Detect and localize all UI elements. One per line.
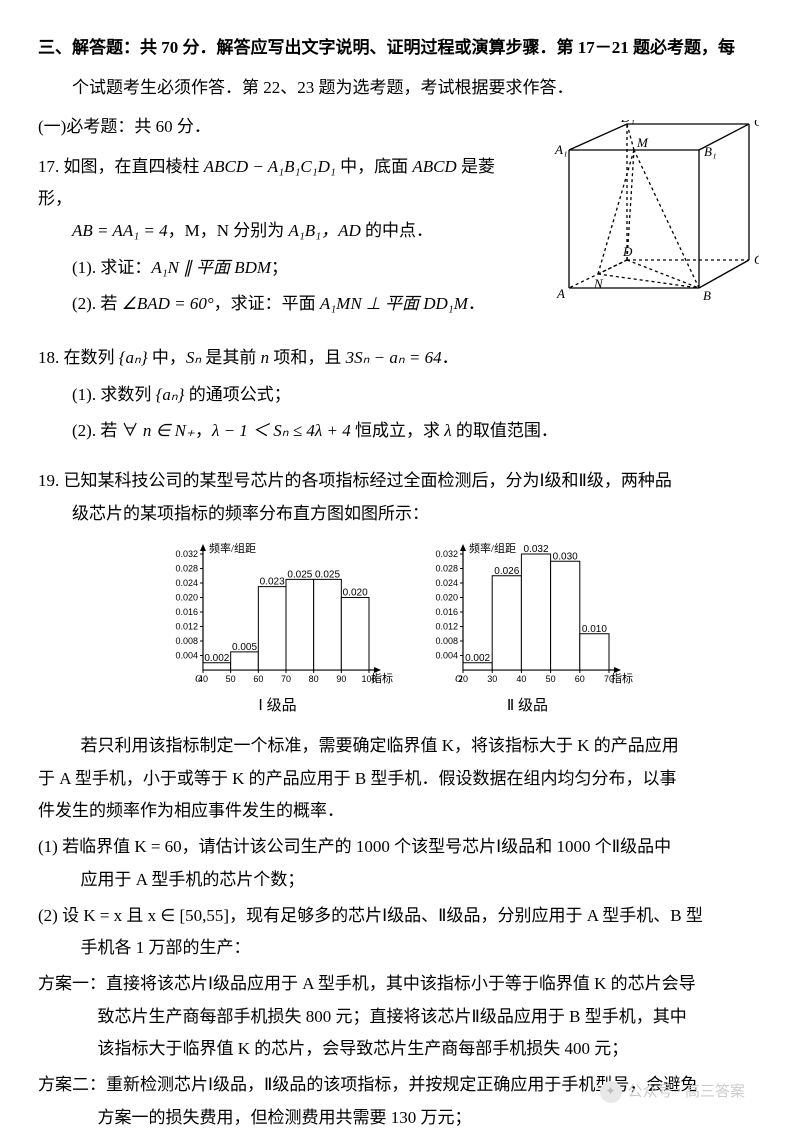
svg-text:0.010: 0.010 [581, 624, 606, 635]
chart1-title: Ⅰ 级品 [258, 692, 296, 721]
svg-text:0.002: 0.002 [204, 653, 229, 664]
svg-text:70: 70 [280, 674, 290, 684]
svg-text:0.004: 0.004 [435, 650, 458, 660]
question-17: 17. 如图，在直四棱柱 ABCD − A₁B₁C₁D₁ 中，底面 ABCD 是… [38, 151, 757, 320]
svg-text:30: 30 [487, 674, 497, 684]
q19-body3: 件发生的频率作为相应事件发生的概率． [38, 795, 757, 827]
svg-text:0.028: 0.028 [435, 563, 458, 573]
svg-text:D₁: D₁ [620, 120, 635, 125]
svg-text:指标: 指标 [611, 671, 633, 685]
q18-part1: (1). 求数列 {aₙ} 的通项公式； [38, 379, 757, 411]
svg-text:频率/组距: 频率/组距 [469, 541, 516, 555]
svg-text:60: 60 [253, 674, 263, 684]
wechat-icon: ✦ [600, 1081, 622, 1103]
svg-text:O: O [195, 674, 202, 685]
svg-text:0.025: 0.025 [287, 569, 312, 580]
q19-part2: (2) 设 K = x 且 x ∈ [50,55]，现有足够多的芯片Ⅰ级品、Ⅱ级… [38, 900, 757, 965]
q18-stem: 18. 在数列 {aₙ} 中，Sₙ 是其前 n 项和，且 3Sₙ − aₙ = … [38, 342, 757, 374]
svg-text:0.023: 0.023 [259, 576, 284, 587]
svg-text:0.032: 0.032 [175, 549, 198, 559]
svg-text:0.002: 0.002 [465, 653, 490, 664]
q19-stem1: 19. 已知某科技公司的某型号芯片的各项指标经过全面检测后，分为Ⅰ级和Ⅱ级，两种… [38, 465, 757, 497]
q17-line2: AB = AA₁ = 4，M，N 分别为 A₁B₁，AD 的中点． [38, 215, 527, 247]
svg-text:频率/组距: 频率/组距 [209, 541, 256, 555]
svg-text:0.016: 0.016 [435, 607, 458, 617]
header-line2: 个试题考生必须作答．第 22、23 题为选考题，考试根据要求作答． [38, 72, 757, 104]
svg-text:0.028: 0.028 [175, 563, 198, 573]
q19-stem2: 级芯片的某项指标的频率分布直方图如图所示： [38, 498, 757, 530]
svg-text:0.020: 0.020 [435, 592, 458, 602]
q17-stem: 17. 如图，在直四棱柱 ABCD − A₁B₁C₁D₁ 中，底面 ABCD 是… [38, 151, 527, 216]
svg-text:40: 40 [516, 674, 526, 684]
svg-text:0.008: 0.008 [175, 636, 198, 646]
svg-text:0.032: 0.032 [435, 549, 458, 559]
svg-text:0.032: 0.032 [523, 544, 548, 555]
q19-part1: (1) 若临界值 K = 60，请估计该公司生产的 1000 个该型号芯片Ⅰ级品… [38, 831, 757, 896]
svg-text:0.005: 0.005 [231, 642, 256, 653]
question-18: 18. 在数列 {aₙ} 中，Sₙ 是其前 n 项和，且 3Sₙ − aₙ = … [38, 342, 757, 447]
q17-part2: (2). 若 ∠BAD = 60°，求证：平面 A₁MN ⊥ 平面 DD₁M． [38, 288, 527, 320]
svg-text:60: 60 [574, 674, 584, 684]
svg-text:0.004: 0.004 [175, 650, 198, 660]
svg-text:指标: 指标 [371, 671, 393, 685]
chart2-title: Ⅱ 级品 [507, 692, 548, 721]
svg-text:0.016: 0.016 [175, 607, 198, 617]
section-3-header: 三、解答题：共 70 分．解答应写出文字说明、证明过程或演算步骤．第 17－21… [38, 32, 757, 64]
chart2-wrap: 0.004 0.008 0.012 0.016 0.020 0.024 0.028 0.032… [423, 540, 633, 721]
svg-text:0.020: 0.020 [175, 592, 198, 602]
chart1-wrap: 0.004 0.008 0.012 0.016 0.020 0.024 0.028 0.032… [163, 540, 393, 721]
svg-text:M: M [636, 135, 649, 150]
svg-text:90: 90 [336, 674, 346, 684]
q18-part2: (2). 若 ∀ n ∈ N₊，λ − 1 ＜ Sₙ ≤ 4λ + 4 恒成立，… [38, 415, 757, 447]
question-19: 19. 已知某科技公司的某型号芯片的各项指标经过全面检测后，分为Ⅰ级和Ⅱ级，两种… [38, 465, 757, 1134]
svg-text:80: 80 [308, 674, 318, 684]
svg-text:0.030: 0.030 [552, 551, 577, 562]
chart2-histogram: 0.004 0.008 0.012 0.016 0.020 0.024 0.028 0.032… [423, 540, 633, 690]
svg-text:0.024: 0.024 [175, 578, 198, 588]
svg-text:0.012: 0.012 [435, 621, 458, 631]
svg-text:0.025: 0.025 [314, 569, 339, 580]
svg-text:0.020: 0.020 [342, 587, 367, 598]
svg-text:O: O [455, 674, 462, 685]
svg-text:0.008: 0.008 [435, 636, 458, 646]
watermark-text: 公众号 · 高三答案 [628, 1078, 746, 1107]
header-line1: 三、解答题：共 70 分．解答应写出文字说明、证明过程或演算步骤．第 17－21… [38, 38, 735, 57]
svg-text:C₁: C₁ [754, 120, 759, 129]
svg-text:50: 50 [225, 674, 235, 684]
q19-body1: 若只利用该指标制定一个标准，需要确定临界值 K，将该指标大于 K 的产品应用 [38, 730, 757, 762]
watermark: ✦ 公众号 · 高三答案 [600, 1078, 746, 1107]
svg-text:0.024: 0.024 [435, 578, 458, 588]
q17-part1: (1). 求证：A₁N ∥ 平面 BDM； [38, 252, 527, 284]
histogram-charts: 0.004 0.008 0.012 0.016 0.020 0.024 0.028 0.032… [38, 540, 757, 721]
svg-text:0.026: 0.026 [494, 566, 519, 577]
svg-text:0.012: 0.012 [175, 621, 198, 631]
chart1-histogram: 0.004 0.008 0.012 0.016 0.020 0.024 0.028 0.032… [163, 540, 393, 690]
q19-plan1: 方案一：直接将该芯片Ⅰ级品应用于 A 型手机，其中该指标小于等于临界值 K 的芯… [38, 968, 757, 1065]
svg-text:50: 50 [545, 674, 555, 684]
q19-body2: 于 A 型手机，小于或等于 K 的产品应用于 B 型手机．假设数据在组内均匀分布… [38, 763, 757, 795]
